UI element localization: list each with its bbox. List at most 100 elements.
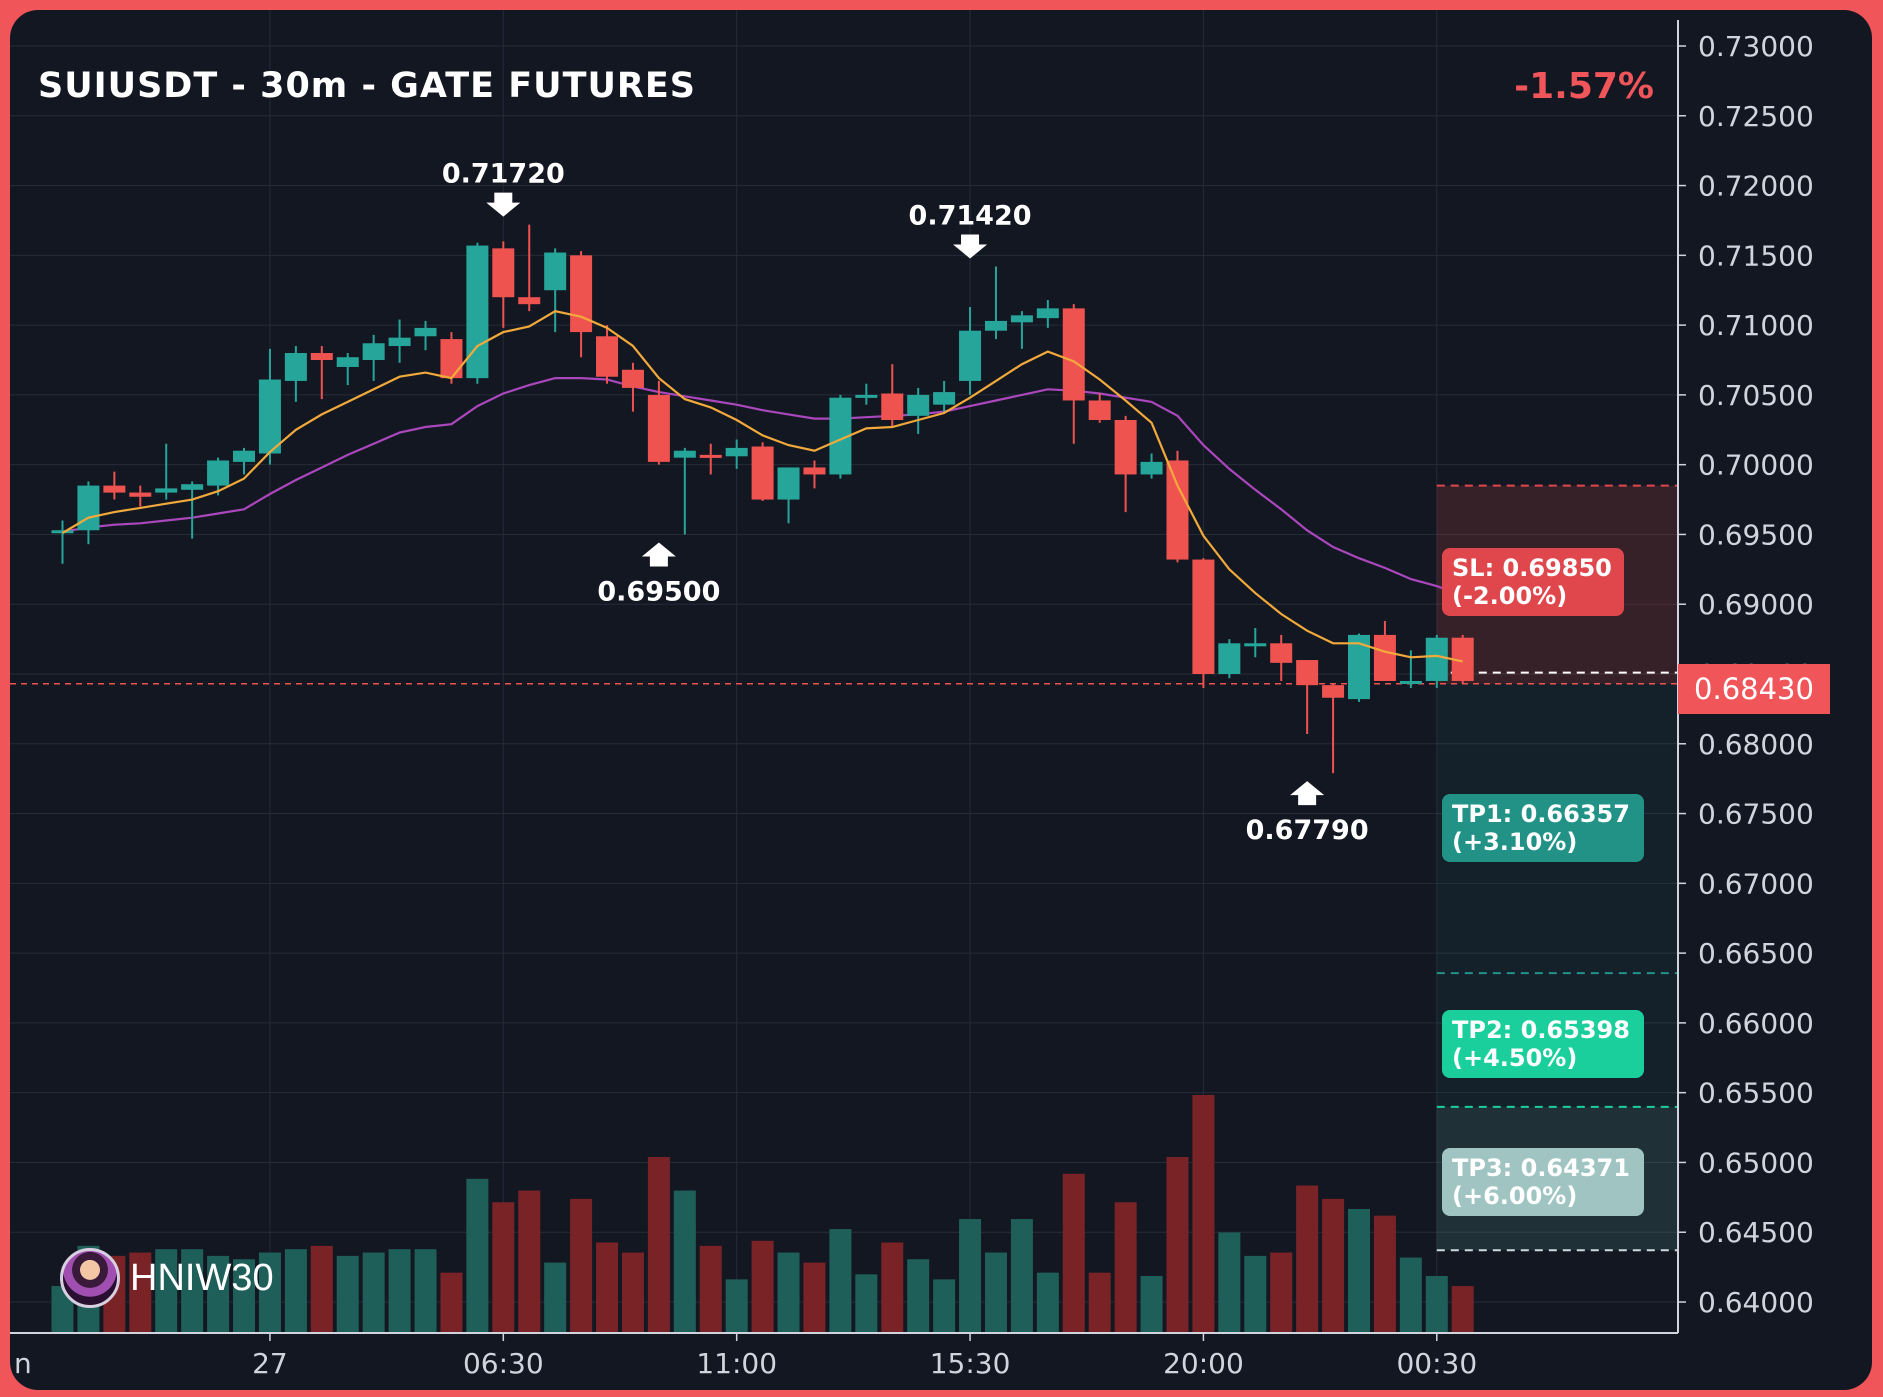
- candle-body: [77, 485, 100, 531]
- volume-bar: [233, 1259, 256, 1333]
- volume-bar: [881, 1242, 904, 1333]
- volume-bar: [1088, 1272, 1111, 1333]
- candle-body: [1192, 559, 1215, 674]
- price-tick-label: 0.70000: [1698, 449, 1814, 482]
- candle: [1166, 450, 1189, 563]
- volume-bar: [725, 1279, 748, 1333]
- candle: [440, 332, 463, 384]
- candle: [129, 485, 152, 507]
- candle-body: [1451, 637, 1474, 681]
- candle-body: [155, 488, 178, 493]
- take-profit-2-tag: TP2: 0.65398 (+4.50%): [1442, 1010, 1644, 1078]
- volume-bar: [907, 1259, 930, 1333]
- candle: [518, 224, 541, 312]
- price-change: -1.57%: [1514, 66, 1654, 107]
- candle-body: [647, 394, 670, 462]
- arrow-up-icon: [1290, 781, 1325, 806]
- ema-fast-line: [61, 310, 1463, 663]
- candle: [284, 346, 307, 402]
- volume-bar: [1451, 1286, 1474, 1333]
- chart-frame: 0.71720 0.69500 0.71420 0.67790 0.73000 0.725…: [10, 10, 1872, 1390]
- volume-bar: [284, 1249, 307, 1333]
- candle-body: [1425, 637, 1448, 681]
- volume-bar: [1296, 1185, 1319, 1333]
- candle: [310, 346, 333, 400]
- candle-body: [544, 252, 567, 291]
- volume-bar: [1036, 1272, 1059, 1333]
- volume-bar: [1140, 1276, 1163, 1333]
- time-tick-label: 06:30: [463, 1347, 544, 1380]
- candle-body: [1244, 643, 1267, 647]
- candle: [77, 481, 100, 545]
- candle: [1218, 639, 1241, 679]
- candle-body: [907, 394, 930, 416]
- chart-title: SUIUSDT - 30m - GATE FUTURES: [38, 66, 696, 106]
- volume-bar: [310, 1245, 333, 1333]
- candle: [1088, 393, 1111, 423]
- arrow-down-icon: [953, 234, 988, 259]
- candle-body: [284, 353, 307, 381]
- candle: [181, 481, 204, 539]
- candle-body: [751, 446, 774, 500]
- candle: [907, 387, 930, 434]
- candle: [51, 520, 74, 564]
- tp3-pct: (+6.00%): [1452, 1182, 1578, 1210]
- volume-bar: [570, 1198, 593, 1333]
- candle: [103, 471, 126, 500]
- price-tick-label: 0.71500: [1698, 239, 1814, 272]
- candle: [1425, 634, 1448, 688]
- candle-body: [233, 450, 256, 462]
- candle-body: [1114, 420, 1137, 475]
- volume-bar: [336, 1255, 359, 1333]
- volume-bar: [362, 1252, 385, 1333]
- candle: [855, 383, 878, 405]
- volume-bar: [803, 1262, 826, 1333]
- candle-body: [414, 327, 437, 337]
- candle: [233, 447, 256, 475]
- price-tick-label: 0.66000: [1698, 1007, 1814, 1040]
- volume-bar: [699, 1245, 722, 1333]
- take-profit-3-tag: TP3: 0.64371 (+6.00%): [1442, 1148, 1644, 1216]
- volume-bar: [466, 1178, 489, 1333]
- volume-bar: [181, 1249, 204, 1333]
- price-tick-label: 0.64500: [1698, 1216, 1814, 1249]
- extreme-label: 0.69500: [597, 576, 720, 607]
- candle: [725, 439, 748, 469]
- price-tick-label: 0.69000: [1698, 588, 1814, 621]
- candle-body: [855, 394, 878, 398]
- volume-bar: [1270, 1252, 1293, 1333]
- candle: [1114, 415, 1137, 513]
- volume-bar: [129, 1252, 152, 1333]
- price-tick-label: 0.65500: [1698, 1077, 1814, 1110]
- candle: [933, 380, 956, 414]
- candle: [258, 348, 281, 465]
- candle-body: [492, 248, 515, 298]
- candle-body: [362, 343, 385, 360]
- volume-bar: [596, 1242, 619, 1333]
- candle: [777, 467, 800, 524]
- time-tick-label: 15:30: [930, 1347, 1011, 1380]
- candle: [881, 364, 904, 427]
- candle: [466, 242, 489, 384]
- volume-bar: [1244, 1255, 1267, 1333]
- volume-bar: [1399, 1257, 1422, 1333]
- watermark-name: HNIW30: [130, 1256, 274, 1299]
- candle: [492, 241, 515, 328]
- candle-body: [518, 297, 541, 305]
- volume-bar: [440, 1272, 463, 1333]
- volume-bar: [518, 1190, 541, 1333]
- time-tick-label: 20:00: [1163, 1347, 1244, 1380]
- candle-body: [310, 353, 333, 360]
- avatar-icon: [60, 1248, 120, 1308]
- candle: [984, 266, 1007, 340]
- stop-loss-tag: SL: 0.69850 (-2.00%): [1442, 548, 1624, 616]
- tp3-label: TP3: 0.64371: [1452, 1154, 1630, 1182]
- price-tick-label: 0.68000: [1698, 728, 1814, 761]
- candle-body: [933, 392, 956, 405]
- candle-body: [1140, 461, 1163, 475]
- candle-body: [777, 467, 800, 500]
- volume-bar: [1166, 1157, 1189, 1333]
- tp2-label: TP2: 0.65398: [1452, 1016, 1630, 1044]
- candle: [829, 394, 852, 479]
- candle: [155, 443, 178, 500]
